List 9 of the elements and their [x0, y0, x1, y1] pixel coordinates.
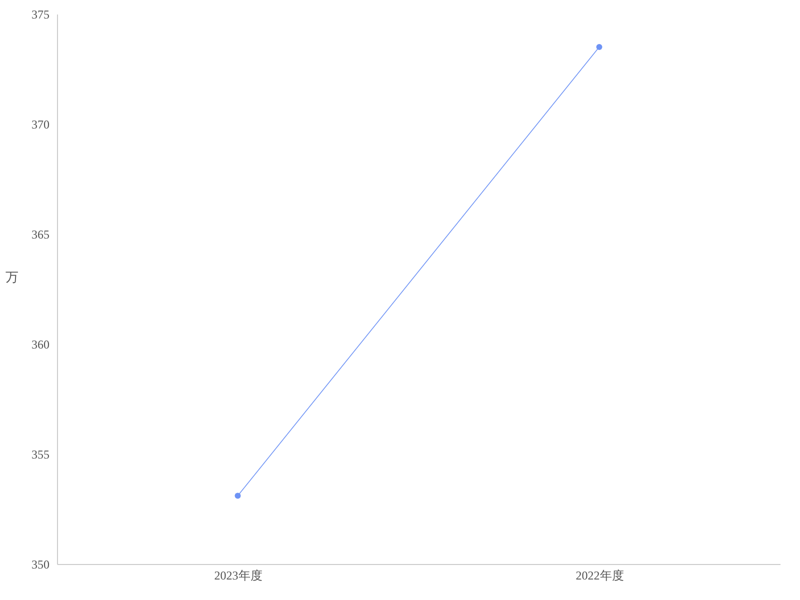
y-tick-label: 375: [32, 8, 50, 22]
y-tick-label: 365: [32, 228, 50, 242]
y-tick-label: 350: [32, 558, 50, 572]
x-tick-label: 2023年度: [214, 568, 262, 582]
x-tick-label: 2022年度: [576, 568, 624, 582]
y-tick-label: 355: [32, 448, 50, 462]
y-axis-title: 万: [6, 270, 18, 284]
y-tick-label: 370: [32, 118, 50, 132]
y-tick-label: 360: [32, 338, 50, 352]
